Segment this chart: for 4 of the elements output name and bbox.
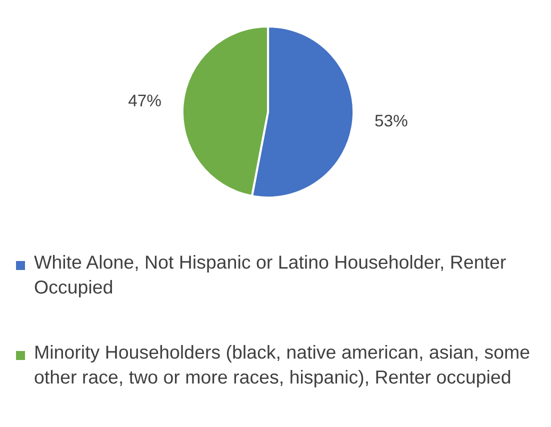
data-label: 53% xyxy=(375,114,408,127)
data-label: 47% xyxy=(128,94,161,106)
legend-label: Minority Householders (black, native american, asian, some other race, two or more races, hispanic), Renter occupied xyxy=(34,345,530,388)
legend-label: White Alone, Not Hispanic or Latino Householder, Renter Occupied xyxy=(34,255,506,298)
